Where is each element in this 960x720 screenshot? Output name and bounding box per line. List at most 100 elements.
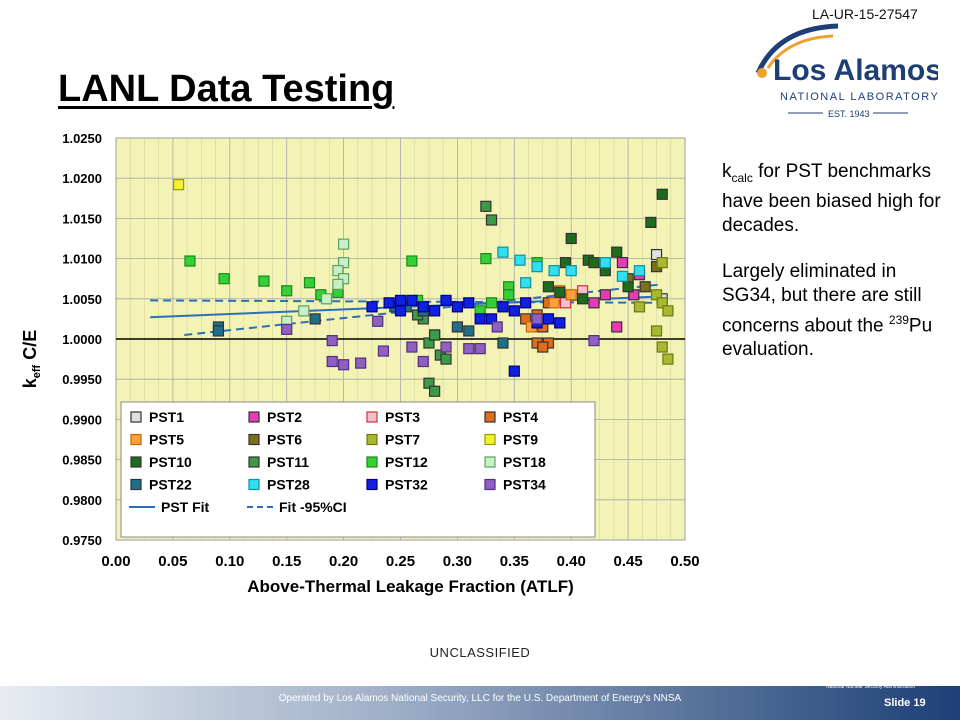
data-point	[303, 277, 316, 289]
data-point	[662, 305, 674, 317]
data-point	[326, 335, 338, 347]
data-point	[559, 257, 572, 269]
series-pst9	[172, 179, 185, 191]
data-point	[531, 261, 543, 273]
legend-label: Fit -95%CI	[279, 499, 347, 515]
data-point	[218, 273, 230, 285]
data-point	[497, 301, 509, 313]
data-point	[463, 343, 475, 355]
data-point	[628, 289, 640, 301]
x-tick-label: 0.00	[101, 553, 130, 570]
data-point	[559, 297, 572, 309]
data-point	[440, 294, 452, 307]
series-pst10	[542, 188, 668, 305]
series-pst7	[633, 257, 674, 365]
y-axis-label: keff C/E	[20, 330, 43, 388]
data-point	[309, 313, 321, 325]
legend-swatch	[130, 456, 142, 468]
data-point	[417, 301, 429, 313]
data-point	[576, 293, 589, 305]
data-point	[548, 297, 560, 309]
legend-swatch	[366, 411, 378, 423]
y-tick-label: 0.9850	[62, 453, 102, 468]
data-point	[503, 289, 515, 301]
plot-area: 0.00 0.05 0.10 0.15 0.20 0.25 0.30 0.35 0.40 0.45…	[20, 131, 700, 596]
data-point	[616, 270, 629, 282]
data-point	[184, 255, 196, 267]
x-tick-label: 0.45	[613, 553, 642, 570]
data-point	[429, 385, 441, 397]
data-point	[338, 257, 350, 269]
data-point	[332, 265, 344, 277]
series-pst34	[281, 313, 600, 371]
legend-label: PST7	[385, 432, 420, 448]
x-tick-label: 0.05	[158, 553, 187, 570]
footer-operated-by: Operated by Los Alamos National Security…	[278, 693, 682, 704]
data-point	[281, 285, 293, 297]
nnsa-subtitle: National Nuclear Security Administration	[826, 684, 915, 690]
data-point	[440, 341, 452, 353]
data-point	[417, 355, 429, 368]
data-point	[406, 294, 418, 307]
classification-label: UNCLASSIFIED	[429, 645, 531, 660]
legend-label: PST18	[503, 454, 546, 470]
data-point	[451, 321, 463, 333]
data-point	[338, 273, 350, 285]
data-point	[531, 313, 543, 325]
data-point	[372, 315, 384, 327]
logo-dot-icon	[757, 68, 767, 78]
y-tick-label: 1.0200	[62, 171, 102, 186]
legend-label: PST2	[267, 409, 302, 425]
data-point	[542, 281, 555, 293]
data-point	[662, 353, 674, 365]
legend-label: PST Fit	[161, 499, 210, 515]
data-point	[355, 357, 367, 369]
data-point	[588, 257, 600, 269]
legend-swatch	[366, 478, 378, 491]
legend-label: PST34	[503, 477, 546, 493]
y-tick-label: 1.0050	[62, 292, 102, 307]
data-point	[520, 313, 532, 325]
data-point	[377, 345, 390, 357]
side-paragraph-2: Largely eliminated in SG34, but there ar…	[722, 260, 933, 361]
y-tick-label: 1.0100	[62, 252, 102, 267]
series-pst18	[281, 238, 350, 327]
legend-label: PST10	[149, 454, 192, 470]
data-point	[326, 355, 338, 368]
data-point	[429, 329, 441, 341]
data-point	[508, 305, 520, 317]
data-point	[429, 305, 441, 317]
logo-wordmark: Los Alamos	[773, 54, 938, 87]
footer-bar	[0, 686, 960, 720]
data-point	[463, 325, 475, 337]
data-point	[423, 337, 435, 349]
data-point	[485, 297, 498, 309]
data-point	[423, 377, 435, 389]
data-point	[565, 289, 577, 301]
data-point	[366, 301, 378, 313]
data-point	[320, 293, 333, 305]
data-point	[537, 341, 549, 353]
data-point	[656, 341, 668, 353]
legend-swatch	[248, 456, 260, 468]
data-point	[485, 214, 498, 226]
legend-swatch	[484, 456, 496, 468]
data-point	[497, 337, 509, 349]
data-point	[520, 297, 532, 309]
x-tick-label: 0.20	[329, 553, 358, 570]
legend-swatch	[484, 478, 496, 491]
legend-label: PST11	[267, 454, 309, 470]
legend-swatch	[130, 411, 142, 423]
data-point	[383, 297, 395, 309]
legend-swatch	[484, 433, 496, 446]
data-point	[656, 188, 668, 200]
series-pst28	[497, 246, 646, 289]
data-point	[463, 297, 475, 309]
data-point	[298, 305, 310, 317]
x-tick-label: 0.50	[670, 553, 699, 570]
data-point	[599, 289, 611, 301]
data-point	[633, 265, 646, 277]
data-point	[650, 248, 663, 261]
data-point	[656, 257, 668, 269]
logo-subtitle: NATIONAL LABORATORY	[780, 91, 938, 103]
